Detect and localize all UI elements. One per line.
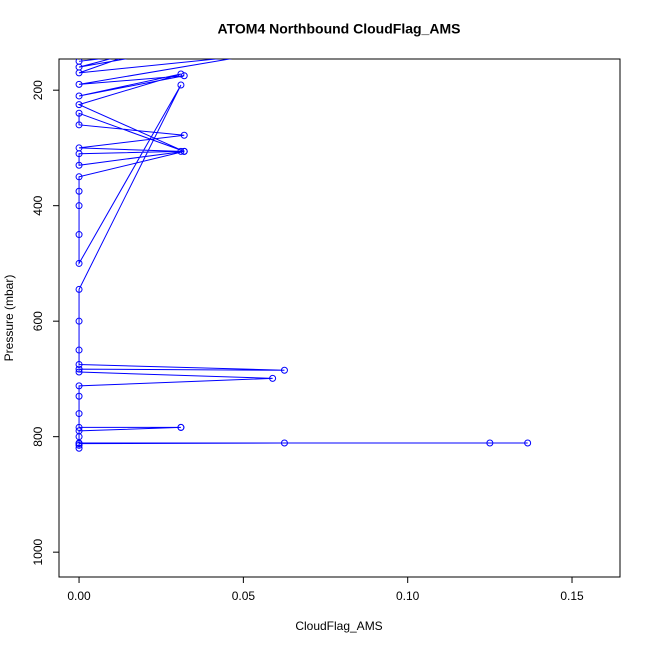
data-point [75,346,83,354]
data-point [75,360,83,368]
data-point [177,81,185,89]
data-point [269,374,277,382]
data-point [75,231,83,239]
data-point [524,439,532,447]
data-point [177,70,185,78]
x-tick-label: 0.05 [232,589,256,603]
data-point [75,92,83,100]
data-point [75,101,83,109]
data-point [75,423,83,431]
data-point [75,365,83,373]
data-point [75,285,83,293]
data-point [75,161,83,169]
data-point [75,144,83,152]
y-tick-label: 800 [31,426,45,446]
data-point [75,444,83,452]
y-tick-label: 1000 [31,538,45,565]
data-point [75,317,83,325]
data-point [75,410,83,418]
y-axis-label: Pressure (mbar) [2,275,16,362]
data-point [75,59,83,65]
data-point [180,72,188,80]
data-point [280,366,288,374]
data-point [75,202,83,210]
x-tick-label: 0.10 [396,589,420,603]
data-line [77,59,528,449]
plot-frame [58,58,621,578]
x-tick-label: 0.15 [560,589,584,603]
data-point [75,368,83,376]
data-point [177,147,185,155]
data-point [180,131,188,139]
plot-area [75,47,532,452]
y-tick-label: 200 [31,80,45,100]
x-axis-label: CloudFlag_AMS [295,619,382,633]
chart-title: ATOM4 Northbound CloudFlag_AMS [218,21,461,37]
data-point [75,109,83,117]
data-point [75,80,83,88]
data-point [75,121,83,129]
data-point [280,439,288,447]
data-point [175,47,181,53]
data-point [486,439,494,447]
data-point [180,147,188,155]
data-point [177,423,185,431]
data-point [75,173,83,181]
data-point [75,427,83,435]
data-point [75,187,83,195]
data-point [75,259,83,267]
y-tick-label: 600 [31,311,45,331]
data-point [249,59,251,60]
y-tick-label: 400 [31,195,45,215]
x-tick-label: 0.00 [67,589,91,603]
data-point [75,392,83,400]
data-point [75,382,83,390]
data-point [142,47,148,53]
